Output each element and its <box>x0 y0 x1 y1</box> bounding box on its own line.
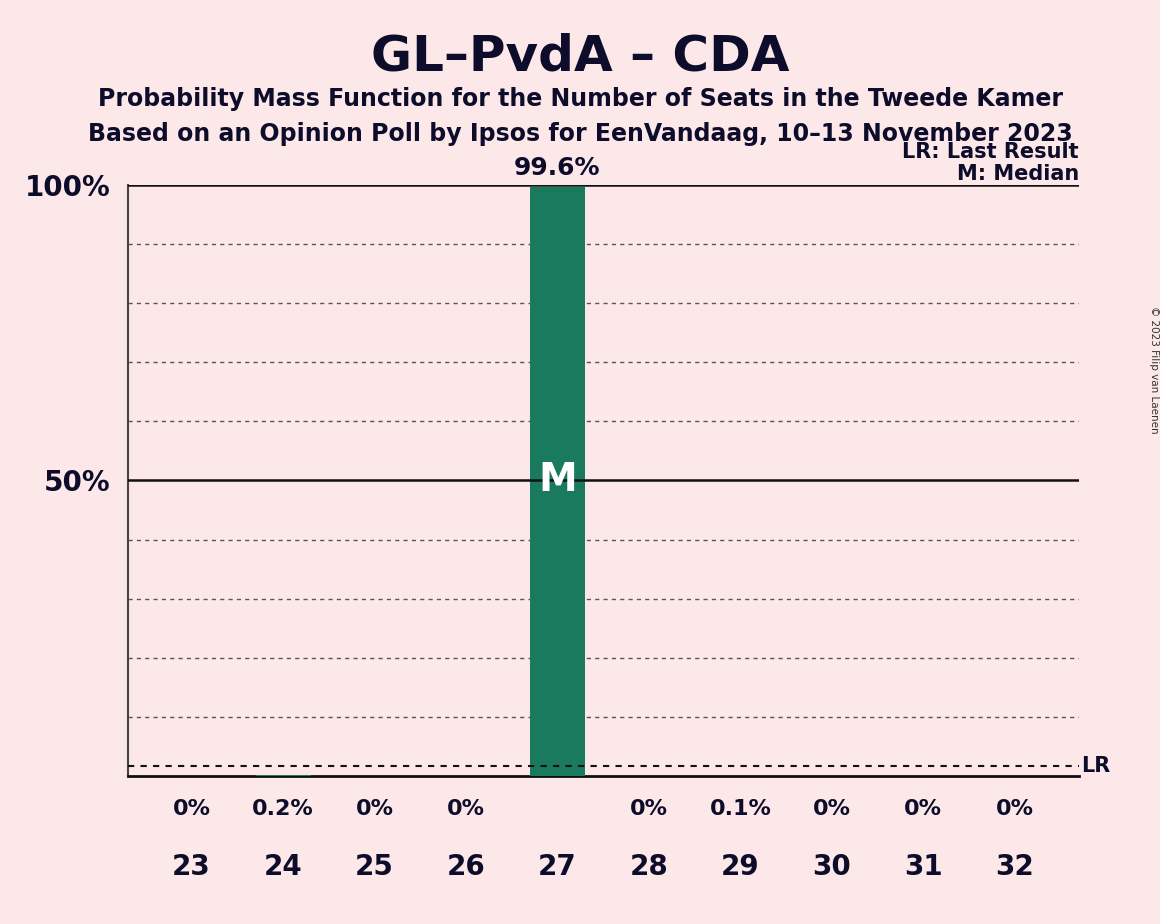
Text: 0%: 0% <box>447 798 485 819</box>
Text: GL–PvdA – CDA: GL–PvdA – CDA <box>371 32 789 80</box>
Text: 0%: 0% <box>356 798 393 819</box>
Text: 0.2%: 0.2% <box>252 798 314 819</box>
Text: 0%: 0% <box>813 798 850 819</box>
Text: © 2023 Filip van Laenen: © 2023 Filip van Laenen <box>1150 306 1159 433</box>
Text: LR: Last Result: LR: Last Result <box>902 142 1079 163</box>
Text: 0%: 0% <box>630 798 668 819</box>
Text: LR: LR <box>1081 756 1110 775</box>
Text: 0%: 0% <box>995 798 1034 819</box>
Text: 0%: 0% <box>173 798 211 819</box>
Text: M: M <box>538 461 577 500</box>
Text: Based on an Opinion Poll by Ipsos for EenVandaag, 10–13 November 2023: Based on an Opinion Poll by Ipsos for Ee… <box>88 122 1072 146</box>
Text: Probability Mass Function for the Number of Seats in the Tweede Kamer: Probability Mass Function for the Number… <box>97 87 1063 111</box>
Bar <box>530 188 585 776</box>
Text: M: Median: M: Median <box>957 164 1079 184</box>
Bar <box>255 775 311 776</box>
Text: 99.6%: 99.6% <box>514 156 601 180</box>
Text: 0%: 0% <box>905 798 942 819</box>
Text: 0.1%: 0.1% <box>710 798 771 819</box>
